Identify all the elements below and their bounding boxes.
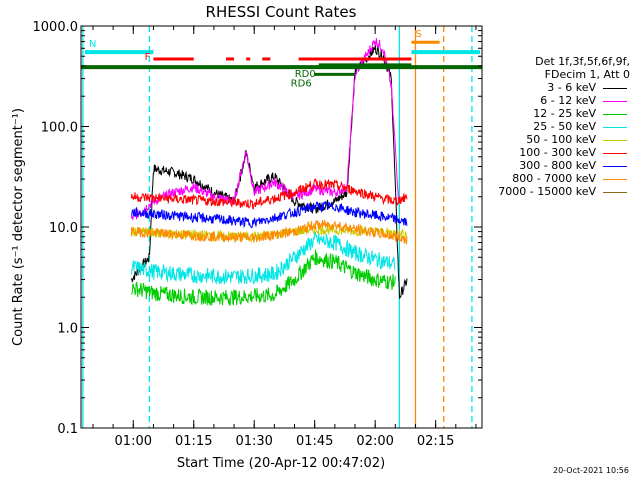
legend-swatch xyxy=(603,114,627,115)
legend-swatch xyxy=(603,101,627,102)
annotation-label: RD6 xyxy=(291,78,312,89)
legend-swatch xyxy=(603,166,627,167)
series-line xyxy=(130,38,400,220)
y-tick-label: 100.0 xyxy=(41,121,78,136)
legend-entry: 3 - 6 keV xyxy=(547,81,596,94)
y-axis-label: Count Rate (s⁻¹ detector segment⁻¹) xyxy=(11,108,26,346)
series-line xyxy=(130,249,396,306)
x-tick-label: 02:00 xyxy=(356,434,393,449)
legend-swatch xyxy=(603,179,627,180)
y-tick-label: 10.0 xyxy=(49,221,78,236)
legend-swatch xyxy=(603,127,627,128)
x-tick-label: 02:15 xyxy=(417,434,454,449)
annotation-label: S xyxy=(415,29,421,40)
y-tick-label: 1000.0 xyxy=(33,20,79,35)
legend-swatch xyxy=(603,88,627,89)
legend-entry: 300 - 800 keV xyxy=(519,159,596,172)
annotation-label: N xyxy=(89,39,96,50)
series-line xyxy=(130,218,408,245)
legend-title: Det 1f,3f,5f,6f,9f, xyxy=(535,55,630,68)
x-tick-label: 01:45 xyxy=(296,434,333,449)
legend-entry: 800 - 7000 keV xyxy=(512,172,596,185)
chart-title: RHESSI Count Rates xyxy=(206,3,357,21)
x-tick-label: 01:00 xyxy=(115,434,152,449)
legend-swatch xyxy=(603,153,627,154)
legend-entry: 100 - 300 keV xyxy=(519,146,596,159)
annotation-label: F xyxy=(145,52,151,63)
series-line xyxy=(130,223,408,244)
series-line xyxy=(130,178,408,210)
series-line xyxy=(130,44,408,299)
legend-entry: 12 - 25 keV xyxy=(533,107,596,120)
y-tick-label: 1.0 xyxy=(57,322,78,337)
series-line xyxy=(130,200,408,229)
x-tick-label: 01:15 xyxy=(175,434,212,449)
legend-entry: 6 - 12 keV xyxy=(540,94,596,107)
annotation-label: RD0 xyxy=(295,69,316,80)
plot-frame xyxy=(80,25,483,429)
legend-swatch xyxy=(603,192,627,193)
legend-entry: 7000 - 15000 keV xyxy=(498,185,596,198)
series-line xyxy=(130,231,396,286)
legend-entry: 50 - 100 keV xyxy=(526,133,596,146)
x-tick-label: 01:30 xyxy=(235,434,272,449)
y-tick-label: 0.1 xyxy=(57,422,78,437)
legend-entry: 25 - 50 keV xyxy=(533,120,596,133)
x-axis-label: Start Time (20-Apr-12 00:47:02) xyxy=(177,456,385,471)
legend-swatch xyxy=(603,140,627,141)
timestamp: 20-Oct-2021 10:56 xyxy=(553,466,629,475)
legend-title: FDecim 1, Att 0 xyxy=(544,68,630,81)
